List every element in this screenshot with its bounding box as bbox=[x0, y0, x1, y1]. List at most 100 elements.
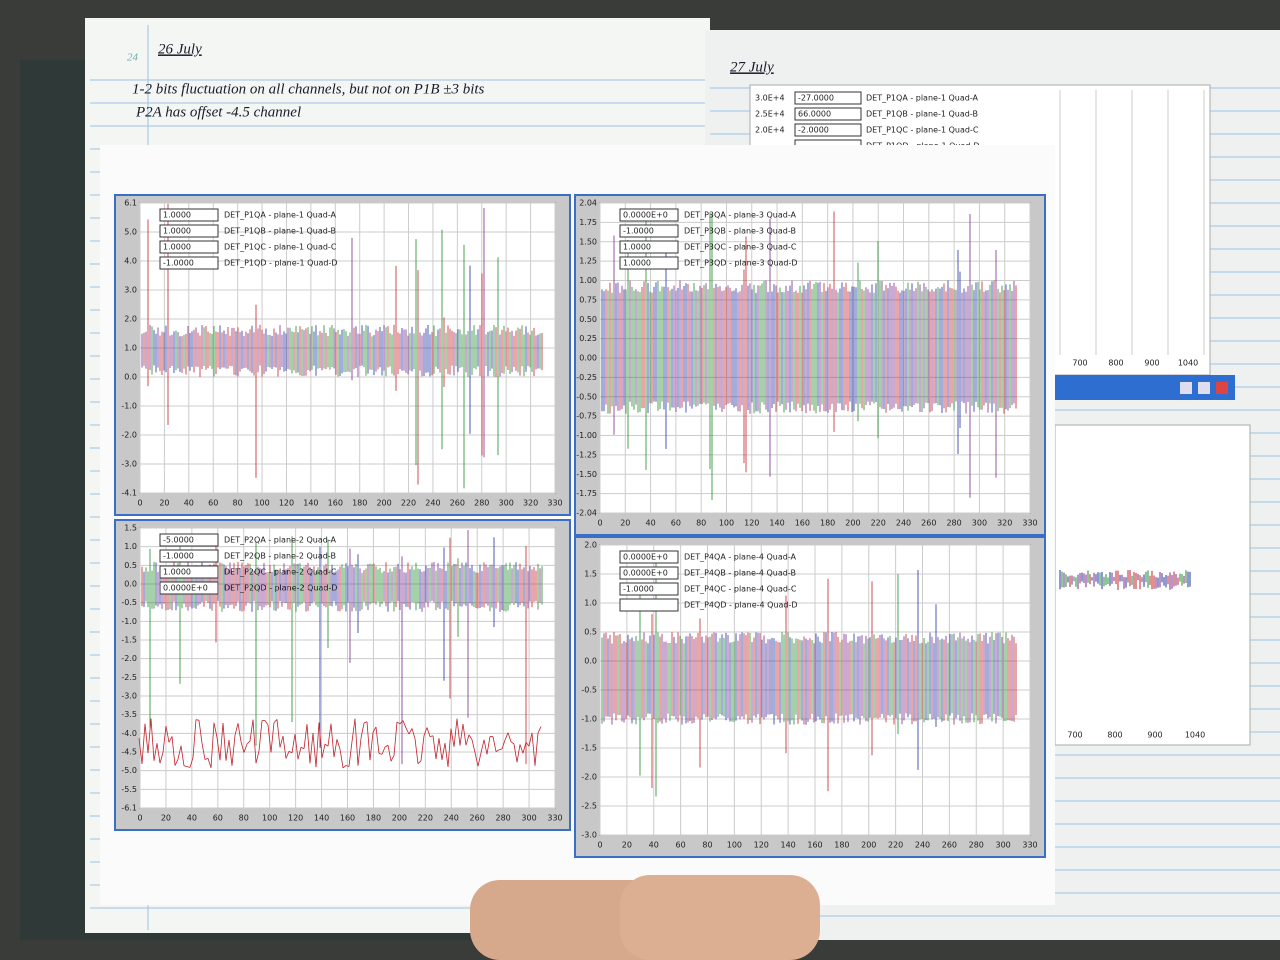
trace-decoration bbox=[423, 727, 428, 736]
trace-decoration bbox=[252, 719, 257, 764]
x-tick-label: 800 bbox=[1108, 359, 1123, 368]
x-tick-label: 240 bbox=[444, 814, 459, 823]
legend-box bbox=[159, 224, 219, 238]
x-tick-label: 260 bbox=[942, 841, 957, 850]
trace-decoration bbox=[162, 726, 167, 753]
x-tick-label: 180 bbox=[366, 814, 381, 823]
trace-decoration bbox=[309, 733, 314, 764]
x-tick-label: 330 bbox=[547, 814, 562, 823]
trace-decoration bbox=[510, 741, 515, 745]
legend-value: 1.0000 bbox=[623, 243, 651, 252]
legend-box bbox=[619, 566, 679, 580]
trace-decoration bbox=[351, 718, 356, 742]
trace-decoration bbox=[279, 735, 284, 748]
trace-decoration bbox=[249, 719, 254, 742]
trace-decoration bbox=[324, 743, 329, 747]
x-tick-label: 0 bbox=[597, 519, 602, 528]
trace-decoration bbox=[195, 719, 200, 721]
legend-value: -2.0000 bbox=[798, 126, 829, 135]
legend-value: 0.0000E+0 bbox=[623, 211, 668, 220]
y-tick-label: -4.0 bbox=[121, 729, 137, 738]
trace-decoration bbox=[201, 743, 206, 760]
y-tick-label: 0.0 bbox=[124, 580, 137, 589]
x-tick-label: 900 bbox=[1147, 731, 1162, 740]
page-number: 24 bbox=[127, 52, 139, 64]
trace-decoration bbox=[462, 723, 467, 746]
y-tick-label: 3.0 bbox=[124, 286, 137, 295]
legend-value: -5.0000 bbox=[163, 536, 194, 545]
legend-box bbox=[619, 256, 679, 270]
y-tick-label: 0.75 bbox=[579, 295, 597, 304]
trace-decoration bbox=[381, 746, 386, 755]
x-tick-label: 120 bbox=[754, 841, 769, 850]
trace-decoration bbox=[234, 723, 239, 736]
x-tick-label: 100 bbox=[727, 841, 742, 850]
legend-box bbox=[619, 582, 679, 596]
legend-label: DET_P4QC - plane-4 Quad-C bbox=[684, 585, 797, 594]
trace-decoration bbox=[435, 738, 440, 760]
trace-decoration bbox=[465, 734, 470, 746]
y-tick-label: 1.0 bbox=[584, 599, 597, 608]
x-tick-label: 100 bbox=[254, 499, 269, 508]
legend-value: -1.0000 bbox=[163, 259, 194, 268]
trace-decoration bbox=[405, 727, 410, 735]
trace-decoration bbox=[291, 734, 296, 753]
x-tick-label: 0 bbox=[597, 841, 602, 850]
trace-decoration bbox=[231, 735, 236, 766]
x-tick-label: 700 bbox=[1072, 359, 1087, 368]
trace-decoration bbox=[354, 718, 359, 766]
x-tick-label: 180 bbox=[352, 499, 367, 508]
y-tick-label: -2.0 bbox=[581, 773, 597, 782]
trace-decoration bbox=[456, 718, 461, 746]
legend-label: DET_P1QB - plane-1 Quad-B bbox=[866, 110, 978, 119]
legend-label: DET_P1QA - plane-1 Quad-A bbox=[866, 94, 979, 103]
legend-box bbox=[619, 240, 679, 254]
legend-label: DET_P3QA - plane-3 Quad-A bbox=[684, 211, 797, 220]
trace-decoration bbox=[357, 738, 362, 766]
y-tick-label: -5.0 bbox=[121, 766, 137, 775]
trace-decoration bbox=[318, 722, 323, 758]
trace-decoration bbox=[483, 739, 488, 755]
x-tick-label: 320 bbox=[523, 499, 538, 508]
trace-decoration bbox=[327, 723, 332, 747]
x-tick-label: 180 bbox=[820, 519, 835, 528]
y-tick-label: 5.0 bbox=[124, 228, 137, 237]
y-tick-label: 1.0 bbox=[124, 542, 137, 551]
trace-decoration bbox=[237, 723, 242, 742]
trace-decoration bbox=[531, 732, 536, 766]
trace-decoration bbox=[429, 735, 434, 738]
y-tick-label: -1.5 bbox=[581, 744, 597, 753]
y-tick-label: -4.1 bbox=[121, 489, 137, 498]
legend-box bbox=[794, 123, 862, 137]
date: 26 July bbox=[158, 41, 202, 57]
maximize-button[interactable] bbox=[1198, 382, 1210, 394]
trace-decoration bbox=[183, 765, 188, 768]
close-button[interactable] bbox=[1216, 382, 1228, 394]
trace-decoration bbox=[444, 743, 449, 767]
trace-decoration bbox=[192, 719, 197, 758]
x-tick-label: 160 bbox=[807, 841, 822, 850]
trace-decoration bbox=[243, 743, 248, 753]
y-tick-label: -2.0 bbox=[121, 431, 137, 440]
y-tick-label: 1.25 bbox=[579, 257, 597, 266]
date: 27 July bbox=[730, 59, 774, 75]
x-tick-label: 240 bbox=[896, 519, 911, 528]
x-tick-label: 300 bbox=[995, 841, 1010, 850]
x-tick-label: 330 bbox=[547, 499, 562, 508]
x-tick-label: 220 bbox=[401, 499, 416, 508]
x-tick-label: 0 bbox=[137, 814, 142, 823]
trace-decoration bbox=[273, 719, 278, 723]
y-tick-label: -2.04 bbox=[576, 509, 597, 518]
x-tick-label: 120 bbox=[279, 499, 294, 508]
trace-decoration bbox=[414, 738, 419, 764]
y-tick-label: 2.0 bbox=[584, 541, 597, 550]
trace-decoration bbox=[276, 719, 281, 748]
trace-decoration bbox=[288, 750, 293, 754]
legend-label: DET_P1QD - plane-1 Quad-D bbox=[224, 259, 338, 268]
y-tick-label: -3.0 bbox=[121, 460, 137, 469]
minimize-button[interactable] bbox=[1180, 382, 1192, 394]
trace-decoration bbox=[285, 751, 290, 759]
trace-decoration bbox=[339, 749, 344, 768]
finger bbox=[620, 875, 820, 960]
